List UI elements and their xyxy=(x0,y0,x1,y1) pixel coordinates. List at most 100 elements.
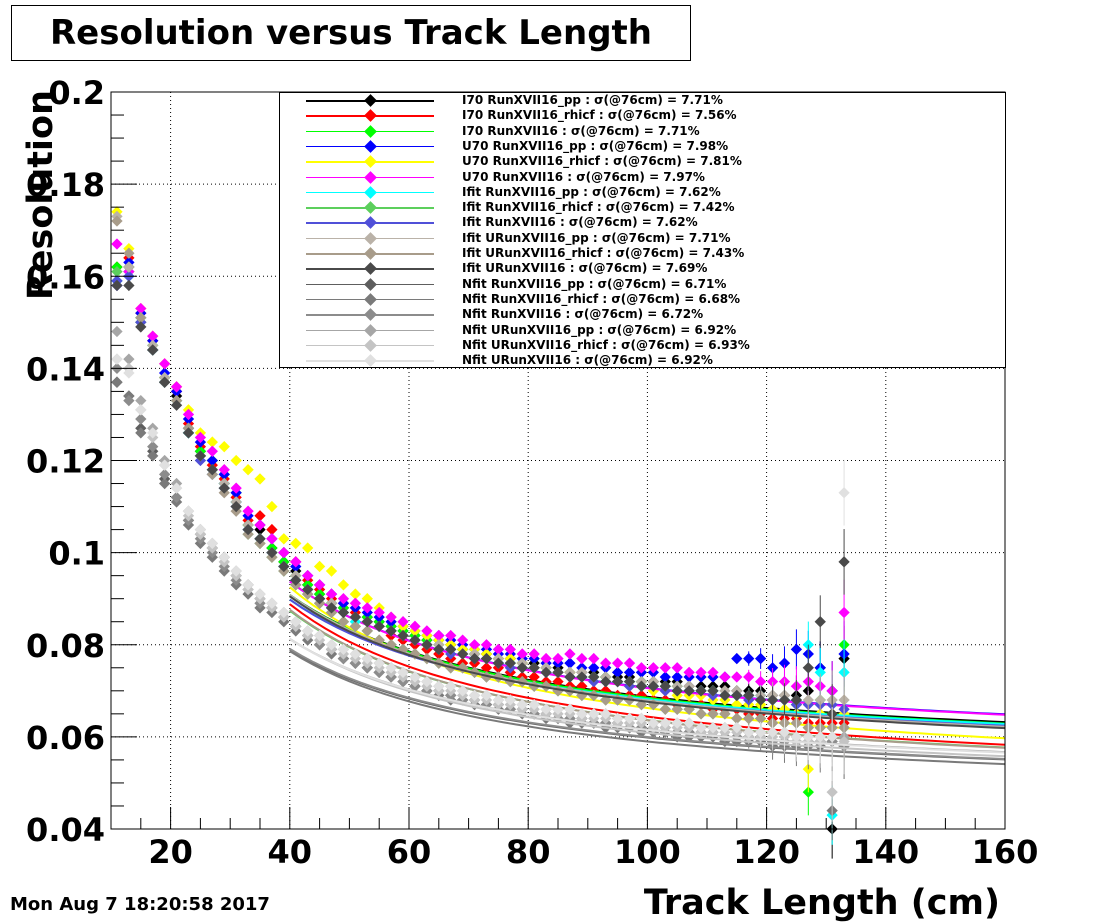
data-point xyxy=(647,680,660,692)
data-point xyxy=(754,694,767,706)
data-point xyxy=(123,247,135,259)
data-point xyxy=(456,648,469,660)
data-point xyxy=(147,427,159,439)
data-point xyxy=(754,726,767,738)
x-tick-label: 160 xyxy=(972,833,1039,871)
data-point xyxy=(123,279,135,292)
legend-label: Ifit RunXVII16_pp : σ(@76cm) = 7.62% xyxy=(462,184,721,199)
legend-label: Ifit URunXVII16_rhicf : σ(@76cm) = 7.43% xyxy=(462,246,745,260)
fit-curve xyxy=(289,609,1006,749)
data-point xyxy=(528,698,540,711)
data-point xyxy=(206,436,218,448)
data-point xyxy=(480,689,493,702)
data-point xyxy=(552,652,564,665)
data-point xyxy=(123,394,135,407)
data-point xyxy=(659,662,671,674)
data-point xyxy=(766,662,779,674)
data-point xyxy=(707,708,719,720)
data-point xyxy=(135,312,147,324)
data-point xyxy=(361,625,373,637)
legend-entry: Nfit RunXVII16 : σ(@76cm) = 6.72% xyxy=(280,307,1005,322)
data-point xyxy=(361,616,373,628)
data-point xyxy=(659,680,671,692)
fit-curve xyxy=(289,594,1006,724)
data-point xyxy=(671,662,683,674)
x-tick-label: 60 xyxy=(387,833,432,871)
data-point xyxy=(135,413,147,425)
data-point xyxy=(302,625,314,637)
chart-title: Resolution versus Track Length xyxy=(49,13,652,53)
series-17 xyxy=(111,353,1006,767)
legend-marker xyxy=(364,140,377,153)
legend-marker xyxy=(364,109,377,123)
data-point xyxy=(600,657,612,669)
series-11 xyxy=(111,279,1006,744)
data-point xyxy=(790,731,803,743)
data-point xyxy=(170,491,183,504)
data-point xyxy=(337,606,350,619)
data-point xyxy=(302,569,314,582)
data-point xyxy=(743,712,755,725)
data-point xyxy=(111,238,123,250)
legend-entry: Ifit RunXVII16_rhicf : σ(@76cm) = 7.42% xyxy=(280,200,1005,215)
series-13 xyxy=(111,376,1006,841)
data-point xyxy=(838,487,850,499)
legend-marker xyxy=(364,94,377,107)
data-point xyxy=(480,652,493,665)
data-point xyxy=(135,302,147,315)
data-point xyxy=(325,588,338,600)
data-point xyxy=(552,703,564,715)
data-point xyxy=(683,717,695,729)
data-point xyxy=(194,523,207,536)
legend-entry: Ifit RunXVII16 : σ(@76cm) = 7.62% xyxy=(280,215,1005,230)
legend-label: U70 RunXVII16_pp : σ(@76cm) = 7.98% xyxy=(462,138,729,153)
data-point xyxy=(766,726,779,738)
data-point xyxy=(337,593,350,605)
data-point xyxy=(778,694,791,706)
data-point xyxy=(754,712,767,725)
data-point xyxy=(468,639,481,651)
series-5 xyxy=(111,238,1006,721)
y-tick-label: 0.2 xyxy=(48,74,105,112)
legend-entry: Ifit RunXVII16_pp : σ(@76cm) = 7.62% xyxy=(280,185,1005,200)
data-point xyxy=(433,680,445,692)
y-tick-label: 0.18 xyxy=(26,166,105,204)
data-point xyxy=(683,666,695,679)
data-point xyxy=(158,477,171,490)
data-point xyxy=(278,606,290,619)
data-point xyxy=(528,662,540,674)
legend-marker xyxy=(364,185,377,199)
data-point xyxy=(147,450,159,462)
data-point xyxy=(492,643,505,656)
data-point xyxy=(504,643,516,656)
data-point xyxy=(683,685,695,697)
fit-curve xyxy=(289,648,1006,760)
data-point xyxy=(111,325,123,338)
data-point xyxy=(254,519,266,531)
data-point xyxy=(540,680,552,692)
data-point xyxy=(790,694,803,706)
data-point xyxy=(242,464,254,476)
data-point xyxy=(623,657,636,669)
legend-entry: Nfit RunXVII16_rhicf : σ(@76cm) = 6.68% xyxy=(280,292,1005,307)
legend-entry: I70 RunXVII16_pp : σ(@76cm) = 7.71% xyxy=(280,93,1005,108)
timestamp: Mon Aug 7 18:20:58 2017 xyxy=(10,894,270,915)
data-point xyxy=(754,652,767,665)
data-point xyxy=(266,523,278,536)
data-point xyxy=(778,657,791,669)
data-point xyxy=(278,560,290,573)
data-point xyxy=(158,459,171,471)
data-point xyxy=(564,671,576,683)
legend-marker xyxy=(364,338,377,352)
legend-entry: Ifit URunXVII16_pp : σ(@76cm) = 7.71% xyxy=(280,231,1005,246)
data-point xyxy=(123,261,135,273)
x-tick-label: 20 xyxy=(148,833,193,871)
data-point xyxy=(743,726,755,738)
data-point xyxy=(337,643,350,656)
data-point xyxy=(206,464,218,476)
legend-marker xyxy=(364,354,377,367)
data-point xyxy=(397,629,409,642)
data-point xyxy=(814,666,826,679)
data-point xyxy=(623,712,636,725)
